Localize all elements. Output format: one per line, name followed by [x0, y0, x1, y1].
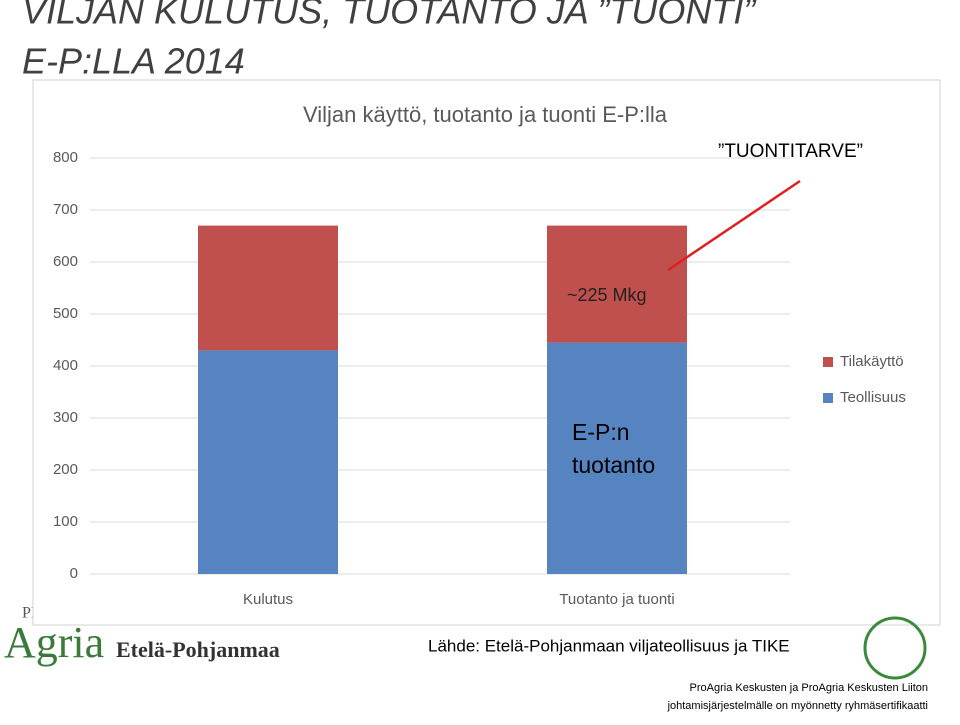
annotation-arrow [667, 179, 801, 272]
annotation: ”TUONTITARVE” [718, 141, 863, 162]
y-tick-label: 400 [53, 357, 78, 374]
certificate: johtamisjärjestelmälle on myönnetty ryhm… [667, 700, 928, 712]
slide-title: E-P:LLA 2014 [22, 41, 245, 82]
annotation: ~225 Mkg [567, 285, 647, 305]
y-tick-label: 100 [53, 513, 78, 530]
logo-name: Agria [4, 618, 104, 667]
bar-segment [198, 225, 338, 351]
certificate: ProAgria Keskusten ja ProAgria Keskusten… [690, 682, 928, 694]
bar-segment [547, 225, 687, 343]
chart-title: Viljan käyttö, tuotanto ja tuonti E-P:ll… [303, 102, 668, 127]
y-tick-label: 0 [70, 565, 78, 582]
y-tick-label: 200 [53, 461, 78, 478]
source: Lähde: Etelä-Pohjanmaan viljateollisuus … [428, 636, 790, 655]
x-tick-label: Kulutus [243, 591, 293, 608]
x-tick-label: Tuotanto ja tuonti [559, 591, 674, 608]
legend-label: Teollisuus [840, 389, 906, 406]
y-tick-label: 500 [53, 305, 78, 322]
logo-region: Etelä-Pohjanmaa [116, 637, 280, 662]
y-tick-label: 700 [53, 201, 78, 218]
legend-swatch [823, 357, 833, 367]
bar-segment [547, 342, 687, 574]
annotation: tuotanto [572, 452, 655, 478]
cert-logo [863, 616, 927, 680]
annotation: E-P:n [572, 419, 630, 445]
legend-label: Tilakäyttö [840, 353, 904, 370]
legend-swatch [823, 393, 833, 403]
bar-segment [198, 350, 338, 574]
chart-frame [32, 79, 941, 626]
y-tick-label: 300 [53, 409, 78, 426]
y-tick-label: 600 [53, 253, 78, 270]
y-tick-label: 800 [53, 149, 78, 166]
slide-title: VILJAN KULUTUS, TUOTANTO JA ”TUONTI” [22, 0, 757, 32]
